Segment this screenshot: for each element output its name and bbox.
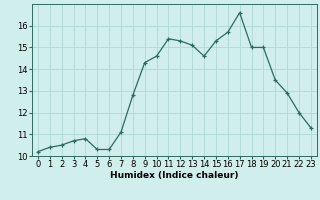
X-axis label: Humidex (Indice chaleur): Humidex (Indice chaleur)	[110, 171, 239, 180]
